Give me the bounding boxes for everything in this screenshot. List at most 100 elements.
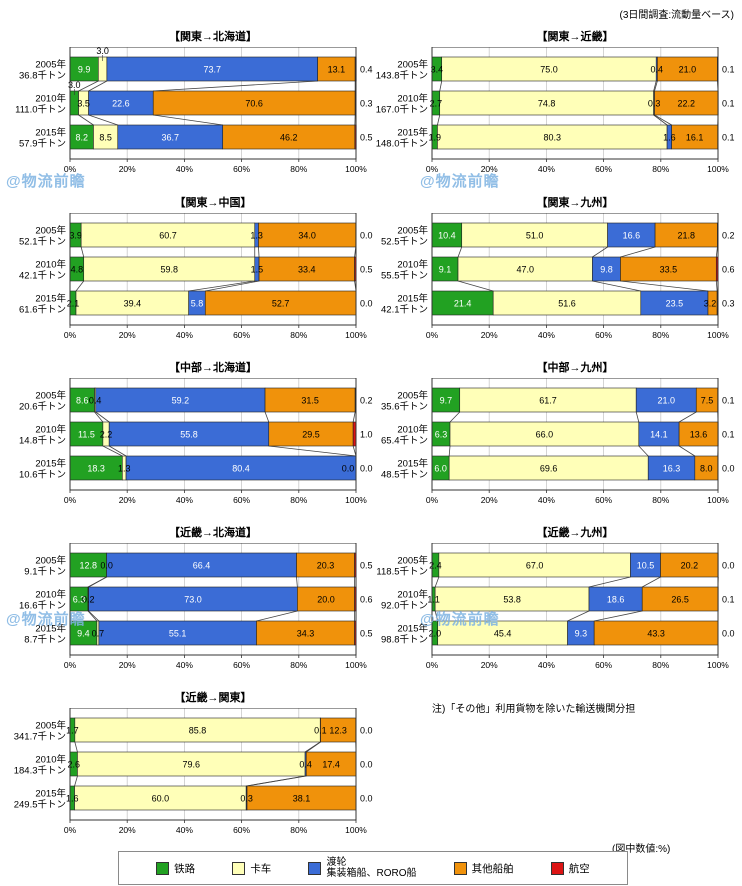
svg-text:9.7: 9.7 — [440, 396, 453, 406]
svg-text:74.8: 74.8 — [538, 99, 556, 109]
svg-text:69.6: 69.6 — [540, 464, 558, 474]
svg-text:118.5千トン: 118.5千トン — [376, 567, 428, 578]
svg-text:80%: 80% — [652, 330, 669, 340]
svg-text:85.8: 85.8 — [189, 726, 207, 736]
svg-text:57.9千トン: 57.9千トン — [19, 139, 66, 150]
chart-kanto-chugoku: 【関東→中国】 3.9 60.7 1.3 34.0 0.0 2005年 52.1千トン 4.8… — [4, 196, 380, 343]
watermark: @物流前瞻 — [420, 611, 500, 628]
svg-text:0.2: 0.2 — [722, 231, 735, 241]
svg-text:42.1千トン: 42.1千トン — [19, 271, 66, 282]
svg-text:52.5千トン: 52.5千トン — [381, 237, 428, 248]
svg-text:100%: 100% — [345, 495, 367, 505]
svg-text:6.3: 6.3 — [435, 430, 448, 440]
svg-text:249.5千トン: 249.5千トン — [14, 800, 66, 811]
svg-text:1.3: 1.3 — [250, 231, 263, 241]
svg-text:2010年: 2010年 — [35, 424, 66, 436]
svg-text:1.1: 1.1 — [427, 595, 440, 605]
svg-text:80%: 80% — [652, 660, 669, 670]
svg-text:100%: 100% — [345, 330, 367, 340]
legend-item-rail: 铁路 — [156, 861, 195, 876]
svg-text:0.0: 0.0 — [100, 561, 113, 571]
svg-text:2005年: 2005年 — [35, 390, 66, 402]
svg-text:20.3: 20.3 — [317, 561, 335, 571]
svg-text:40%: 40% — [538, 495, 555, 505]
svg-text:46.2: 46.2 — [280, 133, 298, 143]
svg-text:20.0: 20.0 — [317, 595, 335, 605]
svg-text:0%: 0% — [64, 330, 77, 340]
svg-text:80%: 80% — [290, 164, 307, 174]
svg-text:51.6: 51.6 — [558, 299, 576, 309]
svg-text:12.3: 12.3 — [329, 726, 347, 736]
svg-text:2010年: 2010年 — [397, 93, 428, 105]
svg-text:2005年: 2005年 — [35, 555, 66, 567]
svg-text:2010年: 2010年 — [35, 259, 66, 271]
svg-text:100%: 100% — [345, 660, 367, 670]
svg-text:3.9: 3.9 — [69, 231, 82, 241]
svg-text:18.6: 18.6 — [607, 595, 625, 605]
svg-text:40%: 40% — [176, 330, 193, 340]
svg-text:20%: 20% — [481, 164, 498, 174]
svg-text:20.2: 20.2 — [681, 561, 699, 571]
svg-text:0.0: 0.0 — [360, 726, 373, 736]
svg-text:2010年: 2010年 — [397, 259, 428, 271]
svg-text:3.0: 3.0 — [96, 47, 109, 56]
svg-text:3.4: 3.4 — [431, 65, 444, 75]
svg-text:16.3: 16.3 — [663, 464, 681, 474]
svg-text:80%: 80% — [652, 495, 669, 505]
svg-text:80.3: 80.3 — [543, 133, 561, 143]
svg-text:3.0: 3.0 — [68, 80, 81, 90]
svg-text:2015年: 2015年 — [397, 127, 428, 139]
svg-text:20.6千トン: 20.6千トン — [19, 402, 66, 413]
svg-text:60%: 60% — [595, 164, 612, 174]
chart-title: 【中部→九州】 — [536, 362, 614, 374]
legend: 铁路 卡车 渡轮 集装箱船、RORO船 其他船舶 航空 — [118, 851, 628, 885]
svg-text:47.0: 47.0 — [516, 265, 534, 275]
svg-text:45.4: 45.4 — [494, 629, 512, 639]
legend-item-truck: 卡车 — [232, 861, 271, 876]
svg-text:34.3: 34.3 — [297, 629, 315, 639]
svg-text:8.5: 8.5 — [99, 133, 112, 143]
svg-text:20%: 20% — [119, 495, 136, 505]
svg-text:0%: 0% — [426, 330, 439, 340]
svg-text:0.2: 0.2 — [360, 396, 373, 406]
svg-text:0.3: 0.3 — [722, 299, 735, 309]
svg-text:21.4: 21.4 — [454, 299, 472, 309]
svg-text:80%: 80% — [290, 495, 307, 505]
svg-text:0.3: 0.3 — [648, 99, 661, 109]
svg-text:0%: 0% — [426, 495, 439, 505]
svg-text:0.7: 0.7 — [92, 629, 105, 639]
svg-text:1.5: 1.5 — [251, 265, 264, 275]
legend-label: 卡车 — [250, 862, 272, 875]
svg-text:2.2: 2.2 — [100, 430, 113, 440]
svg-text:20%: 20% — [119, 164, 136, 174]
svg-text:2.6: 2.6 — [67, 760, 80, 770]
svg-text:2010年: 2010年 — [397, 589, 428, 601]
svg-text:31.5: 31.5 — [301, 396, 319, 406]
svg-text:100%: 100% — [707, 330, 729, 340]
chart-kanto-hokkaido: 【関東→北海道】 9.9 3.0 73.7 13.1 0.4 2005年 36.8千トン 3.… — [4, 30, 380, 177]
svg-text:0.0: 0.0 — [360, 299, 373, 309]
svg-text:2005年: 2005年 — [397, 555, 428, 567]
svg-text:12.8: 12.8 — [80, 561, 98, 571]
svg-text:40%: 40% — [176, 495, 193, 505]
svg-text:2005年: 2005年 — [35, 225, 66, 237]
svg-text:11.5: 11.5 — [78, 430, 95, 440]
svg-text:2010年: 2010年 — [397, 424, 428, 436]
air-swatch-icon — [550, 861, 564, 875]
svg-text:48.5千トン: 48.5千トン — [381, 470, 428, 481]
svg-text:20%: 20% — [119, 330, 136, 340]
svg-text:59.2: 59.2 — [172, 396, 190, 406]
svg-text:0.0: 0.0 — [360, 231, 373, 241]
svg-text:20%: 20% — [481, 495, 498, 505]
svg-text:1.9: 1.9 — [428, 133, 441, 143]
svg-text:0%: 0% — [426, 660, 439, 670]
svg-text:184.3千トン: 184.3千トン — [14, 766, 66, 777]
svg-text:60%: 60% — [233, 660, 250, 670]
svg-text:80%: 80% — [652, 164, 669, 174]
svg-text:167.0千トン: 167.0千トン — [376, 105, 428, 116]
svg-text:16.6: 16.6 — [623, 231, 641, 241]
